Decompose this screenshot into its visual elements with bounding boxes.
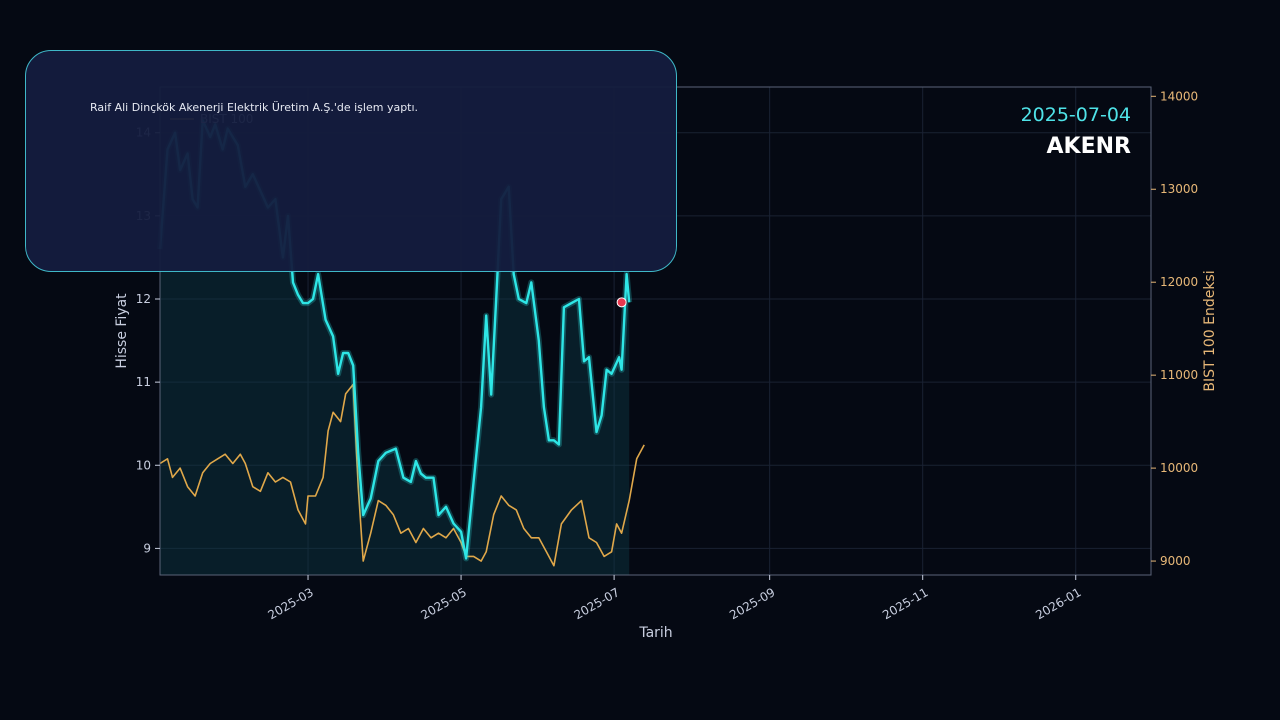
y-tick-label: 12: [136, 292, 151, 306]
date-label: 2025-07-04: [1021, 104, 1131, 126]
y-tick-label: 9: [143, 541, 151, 555]
y-right-tick-label: 13000: [1160, 182, 1198, 196]
y-right-tick-label: 12000: [1160, 275, 1198, 289]
ticker-label: AKENR: [1047, 134, 1132, 159]
y-tick-label: 10: [136, 458, 151, 472]
y-right-tick-label: 14000: [1160, 89, 1198, 103]
x-axis-label: Tarih: [638, 625, 672, 641]
x-tick-label: 2025-11: [880, 585, 930, 622]
x-tick-label: 2025-09: [727, 585, 777, 622]
y-axis-right: 9000 10000 11000 12000 13000 14000: [1151, 89, 1198, 568]
x-tick-label: 2026-01: [1033, 585, 1083, 622]
x-tick-label: 2025-03: [265, 585, 315, 622]
notice-text: Raif Ali Dinçkök Akenerji Elektrik Üreti…: [90, 101, 419, 114]
y-axis-right-label: BIST 100 Endeksi: [1202, 270, 1218, 391]
series-line-bist100: [159, 383, 645, 567]
x-axis: 2025-03 2025-05 2025-07 2025-09 2025-11 2026-…: [265, 575, 1084, 622]
x-tick-label: 2025-07: [572, 585, 622, 622]
y-tick-label: 11: [136, 375, 151, 389]
notice-panel: Raif Ali Dinçkök Akenerji Elektrik Üreti…: [25, 50, 677, 272]
y-right-tick-label: 11000: [1160, 368, 1198, 382]
y-right-tick-label: 10000: [1160, 461, 1198, 475]
x-tick-label: 2025-05: [419, 585, 469, 622]
current-price-marker: [616, 297, 627, 308]
y-right-tick-label: 9000: [1160, 554, 1191, 568]
y-axis-label: Hisse Fiyat: [114, 293, 130, 369]
